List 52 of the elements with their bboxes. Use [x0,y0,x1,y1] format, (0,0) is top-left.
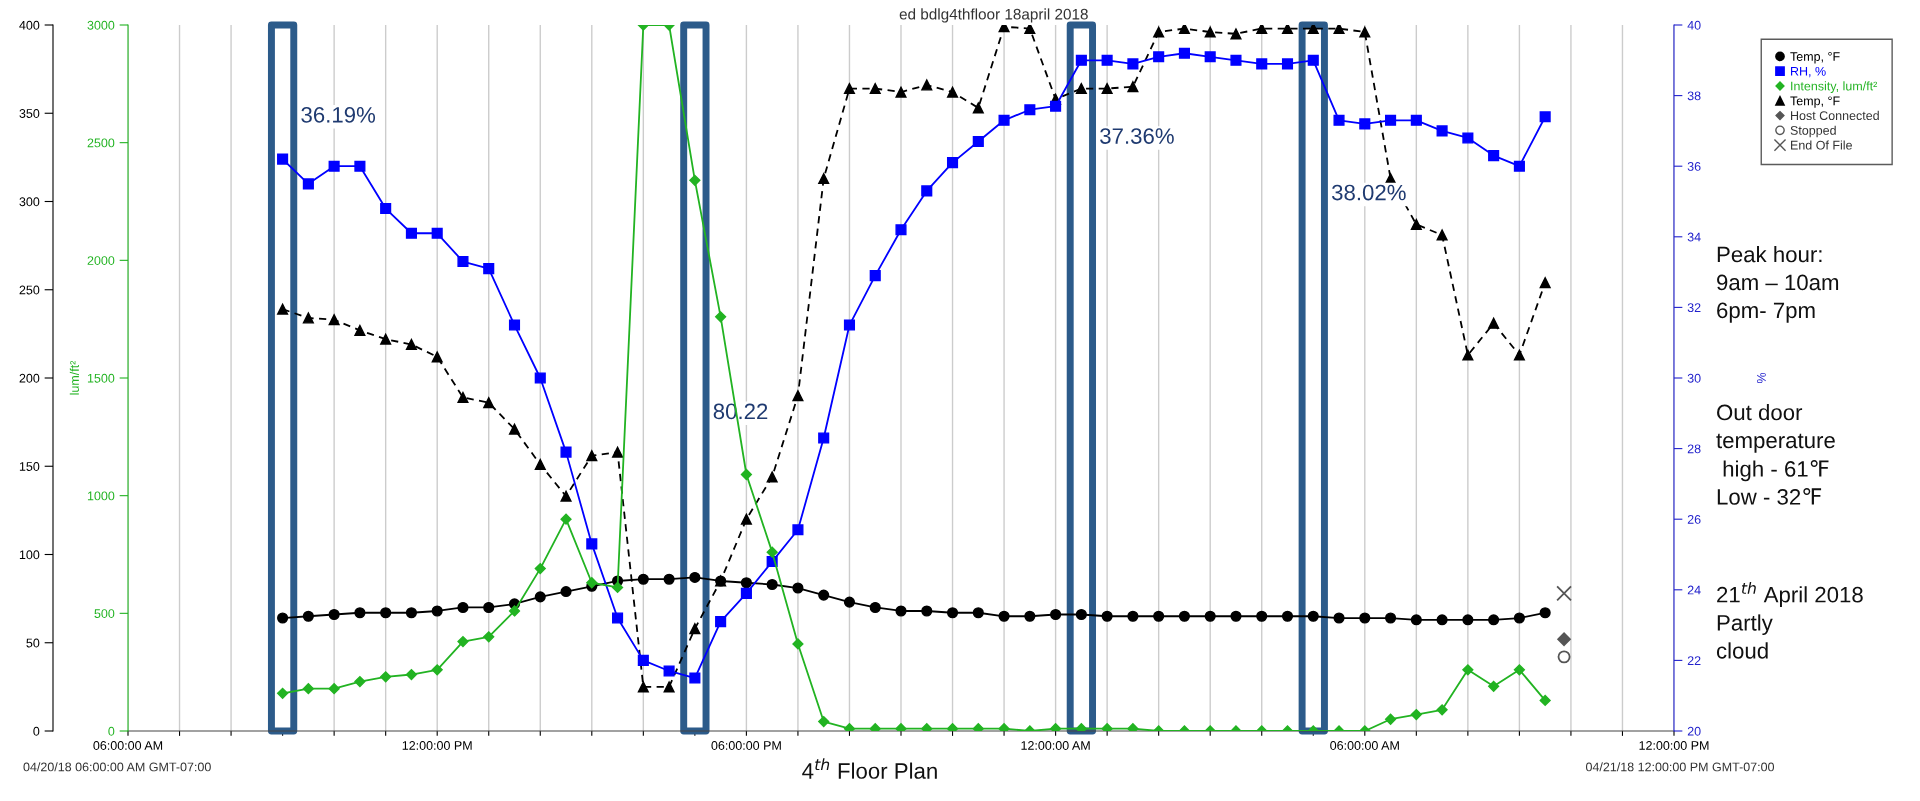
y2-tick-label: 40 [1687,20,1701,30]
x-tick-label: 12:00:00 PM [1639,741,1709,750]
y2-tick-label: 36 [1687,162,1701,171]
y3-tick-label: 1000 [87,491,115,501]
text: Out door temperature high - 61℉ Low - 32℉ [1716,404,1835,505]
x-tick-label: 12:00:00 AM [1021,741,1090,750]
y-tick-label: 100 [19,550,40,560]
text: 4$^{th}$ Floor Plan [802,758,937,779]
y3-tick-label: 2500 [87,138,115,148]
y-tick-label: 0 [33,726,40,736]
legend-label: Host Connected [1791,110,1879,121]
y3-tick-label: 1500 [87,373,115,383]
y2-tick-label: 28 [1687,444,1701,454]
legend-label: Intensity, lum/ft² [1791,81,1878,93]
x-tick-label: 06:00:00 PM [711,741,781,750]
y2-tick-label: 26 [1687,515,1701,524]
band-label: 36.19% [301,107,376,123]
y-tick-label: 300 [19,197,40,207]
y-tick-label: 50 [26,638,40,648]
y2-tick-label: 30 [1687,373,1701,383]
band-label: 37.36% [1100,128,1174,144]
y2-axis-title: % [1757,372,1766,384]
y3-tick-label: 0 [108,726,115,736]
legend-label: Temp, °F [1790,52,1840,64]
y-tick-label: 250 [19,285,40,295]
legend-label: Temp, °F [1790,96,1840,108]
y3-tick-label: 2000 [87,256,115,265]
text: Peak hour: 9am – 10am 6pm- 7pm [1717,246,1839,323]
text: 04/20/18 06:00:00 AM GMT-07:00 [23,762,211,772]
y2-tick-label: 34 [1687,232,1701,242]
x-tick-label: 06:00:00 AM [93,741,163,750]
y-tick-label: 350 [19,109,40,118]
x-tick-label: 12:00:00 PM [402,741,472,750]
y3-tick-label: 3000 [87,20,115,30]
y-tick-label: 200 [19,373,40,383]
y3-axis-title: lum/ft² [69,360,79,395]
y2-tick-label: 32 [1687,303,1701,313]
legend-label: Stopped [1790,125,1836,138]
text: 04/21/18 12:00:00 PM GMT-07:00 [1585,762,1775,772]
y2-tick-label: 20 [1687,726,1701,736]
band-label: 38.02% [1331,184,1406,201]
y-tick-label: 400 [19,20,40,30]
y2-tick-label: 38 [1687,91,1701,101]
x-tick-label: 06:00:00 AM [1330,741,1399,750]
legend-label: End Of File [1791,140,1852,150]
y2-tick-label: 22 [1687,656,1701,665]
chart-title: ed bdlg4thfloor 18april 2018 [899,8,1088,23]
y2-tick-label: 24 [1687,585,1701,595]
y3-tick-label: 500 [94,609,115,618]
text: 21$^{th}$ April 2018 Partly cloud [1716,582,1863,659]
y-tick-label: 150 [19,462,40,471]
legend-label: RH, % [1791,66,1826,78]
